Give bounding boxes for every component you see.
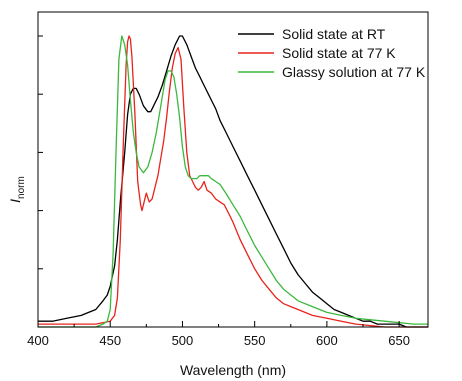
x-axis-title: Wavelength (nm) xyxy=(180,362,286,378)
x-tick-label-550: 550 xyxy=(244,333,266,348)
legend-label-1: Solid state at RT xyxy=(282,26,386,42)
y-axis-title-subscript: norm xyxy=(16,176,27,199)
legend-label-3: Glassy solution at 77 K xyxy=(282,64,426,80)
x-tick-label-600: 600 xyxy=(316,333,338,348)
x-tick-label-450: 450 xyxy=(99,333,121,348)
legend-label-2: Solid state at 77 K xyxy=(282,45,396,61)
y-axis-title: Inorm xyxy=(7,176,27,203)
legend: Solid state at RT Solid state at 77 K Glas… xyxy=(238,26,426,80)
x-tick-label-500: 500 xyxy=(172,333,194,348)
x-tick-label-400: 400 xyxy=(27,333,49,348)
x-tick-label-650: 650 xyxy=(388,333,410,348)
ticks-layer: 400 450 500 550 600 650 xyxy=(27,36,410,348)
